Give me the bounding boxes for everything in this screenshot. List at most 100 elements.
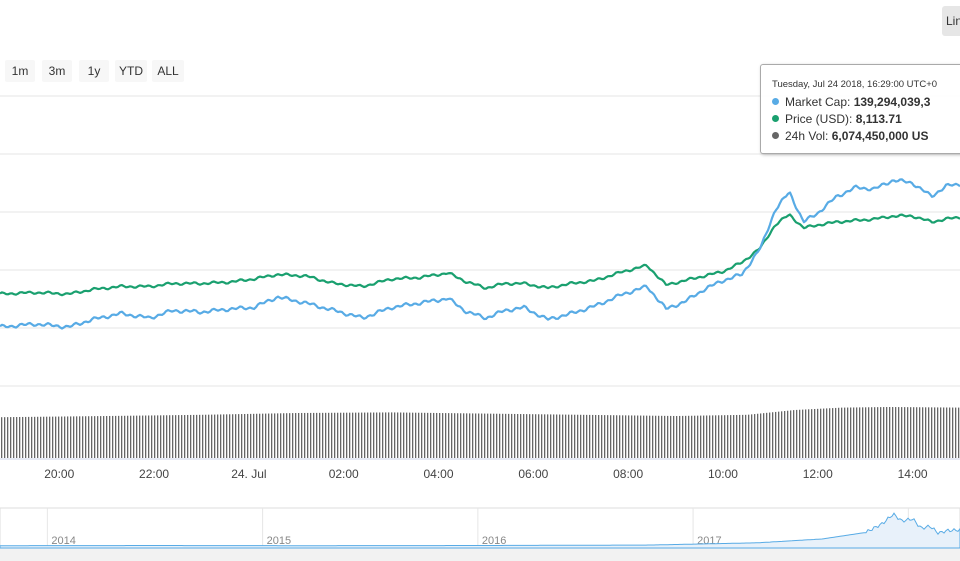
volume-bar — [46, 416, 48, 458]
volume-bar — [415, 412, 417, 458]
volume-bar — [364, 412, 366, 458]
volume-bar — [262, 413, 264, 458]
volume-bar — [334, 412, 336, 458]
volume-bar — [409, 412, 411, 458]
price-line — [0, 213, 960, 297]
volume-bar — [532, 414, 534, 458]
tooltip-row-price: Price (USD): 8,113.71 — [772, 111, 960, 128]
volume-bar — [841, 407, 843, 458]
volume-bar — [709, 415, 711, 458]
x-axis-labels: 20:00 22:00 24. Jul 02:00 04:00 06:00 08:00 10:… — [44, 467, 928, 481]
volume-bar — [463, 413, 465, 458]
volume-bar — [529, 414, 531, 458]
volume-bar — [949, 407, 951, 458]
tooltip-value: 139,294,039,3 — [853, 95, 931, 109]
volume-bar — [253, 413, 255, 458]
volume-bar — [523, 414, 525, 458]
volume-bar — [646, 415, 648, 458]
range-button-ytd[interactable]: YTD — [115, 60, 147, 82]
tooltip: Tuesday, Jul 24 2018, 16:29:00 UTC+0 Mar… — [760, 64, 960, 154]
volume-bar — [316, 412, 318, 458]
volume-bar — [604, 415, 606, 458]
navigator-scrollbar[interactable] — [0, 548, 960, 561]
volume-bar — [343, 412, 345, 458]
volume-bar — [142, 415, 144, 458]
volume-bar — [412, 412, 414, 458]
tooltip-label: Market Cap: — [785, 95, 851, 109]
volume-bar — [391, 412, 393, 458]
volume-bar — [778, 411, 780, 458]
volume-bar — [379, 412, 381, 458]
tooltip-row-volume: 24h Vol: 6,074,450,000 US — [772, 128, 960, 145]
volume-bar — [130, 415, 132, 458]
volume-bar — [196, 414, 198, 458]
volume-bar — [448, 413, 450, 458]
volume-bar — [904, 407, 906, 458]
tooltip-date: Tuesday, Jul 24 2018, 16:29:00 UTC+0 — [772, 79, 938, 90]
volume-bar — [643, 415, 645, 458]
volume-bar — [580, 414, 582, 458]
x-tick-label: 24. Jul — [231, 467, 266, 481]
volume-bar — [76, 416, 78, 458]
volume-bar — [445, 413, 447, 458]
volume-bar — [571, 414, 573, 458]
volume-bar — [433, 412, 435, 458]
volume-bar — [907, 407, 909, 458]
volume-bar — [469, 413, 471, 458]
range-button-1m[interactable]: 1m — [5, 60, 35, 82]
volume-bar — [610, 415, 612, 458]
volume-bar — [19, 416, 21, 458]
volume-bar — [235, 414, 237, 458]
x-tick-label: 22:00 — [139, 467, 169, 481]
volume-bar — [289, 413, 291, 458]
volume-bar — [541, 414, 543, 458]
volume-bar — [775, 411, 777, 458]
volume-bar — [892, 407, 894, 458]
volume-bar — [724, 415, 726, 458]
volume-bar — [526, 414, 528, 458]
volume-bar — [115, 415, 117, 458]
range-button-3m[interactable]: 3m — [42, 60, 72, 82]
volume-bar — [556, 414, 558, 458]
volume-bar — [358, 412, 360, 458]
volume-bar — [319, 412, 321, 458]
volume-bar — [247, 413, 249, 458]
volume-bar — [460, 413, 462, 458]
volume-bar — [451, 413, 453, 458]
volume-bar — [706, 415, 708, 458]
volume-bar — [793, 410, 795, 458]
volume-bar — [934, 407, 936, 458]
volume-bar — [88, 416, 90, 458]
volume-bar — [172, 415, 174, 458]
volume-bar — [955, 407, 957, 458]
volume-bar — [550, 414, 552, 458]
volume-bar — [502, 413, 504, 458]
volume-bar — [337, 412, 339, 458]
navigator-year-label: 2015 — [267, 535, 291, 547]
volume-bar — [28, 416, 30, 458]
volume-bar — [325, 412, 327, 458]
volume-bar — [478, 413, 480, 458]
volume-bar — [349, 412, 351, 458]
volume-bar — [745, 414, 747, 458]
scale-toggle-button[interactable]: Lin — [942, 6, 960, 36]
volume-bar — [340, 412, 342, 458]
volume-bar — [127, 415, 129, 458]
range-button-1y[interactable]: 1y — [79, 60, 109, 82]
volume-bar — [133, 415, 135, 458]
volume-bar — [217, 414, 219, 458]
volume-bar — [886, 407, 888, 458]
volume-bar — [157, 415, 159, 458]
range-button-all[interactable]: ALL — [152, 60, 184, 82]
volume-bar — [406, 412, 408, 458]
volume-bar — [538, 414, 540, 458]
navigator[interactable]: 20142015201620172018 — [0, 507, 960, 561]
volume-bar — [544, 414, 546, 458]
volume-bar — [712, 415, 714, 458]
volume-bar — [943, 407, 945, 458]
volume-bar — [829, 408, 831, 458]
volume-bar — [754, 414, 756, 458]
volume-bar — [244, 413, 246, 458]
volume-bar — [700, 415, 702, 458]
